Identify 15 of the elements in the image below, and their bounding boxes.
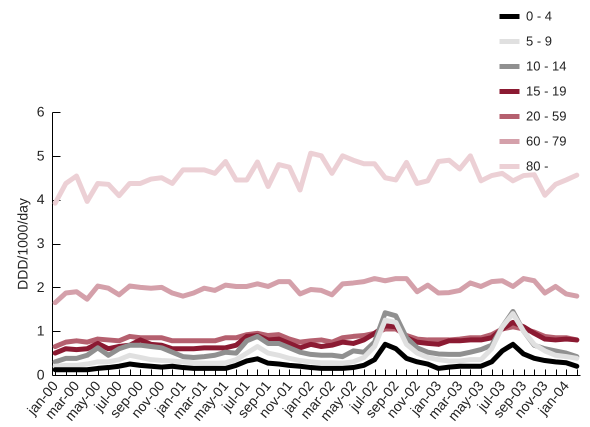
y-tick-label: 4 xyxy=(36,191,45,208)
y-tick-label: 1 xyxy=(36,322,45,339)
legend-label: 15 - 19 xyxy=(526,84,566,98)
y-tick-label: 0 xyxy=(36,366,45,382)
y-axis-title: DDD/1000/day xyxy=(14,198,31,290)
y-tick-label: 5 xyxy=(36,147,45,164)
legend-label: 0 - 4 xyxy=(526,8,552,24)
legend-label: 60 - 79 xyxy=(526,134,566,148)
y-tick-label: 2 xyxy=(36,278,45,295)
y-tick-label: 3 xyxy=(36,235,45,251)
legend-label: 5 - 9 xyxy=(526,34,552,48)
legend-label: 10 - 14 xyxy=(526,58,566,74)
y-tick-label: 6 xyxy=(36,104,45,120)
legend-label: 80 - xyxy=(526,158,548,174)
legend-label: 20 - 59 xyxy=(526,108,566,124)
